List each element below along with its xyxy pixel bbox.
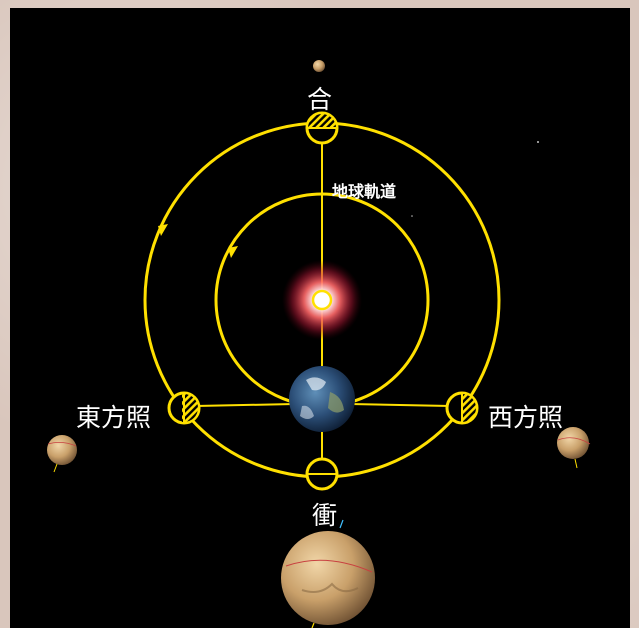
label-opposition: 衝 xyxy=(312,501,338,530)
mars-image-opposition xyxy=(281,519,375,628)
label-conjunction: 合 xyxy=(307,85,333,114)
mars-marker-western-quadrature xyxy=(445,391,479,425)
label-earth-orbit: 地球軌道 xyxy=(332,182,397,201)
mars-image-eastern-quadrature xyxy=(47,435,77,473)
sun-icon xyxy=(282,260,362,340)
line-to-eastern-quadrature xyxy=(195,403,295,407)
earth-orbit-arrow-icon xyxy=(228,246,238,258)
label-eastern-quadrature: 東方照 xyxy=(76,403,152,432)
mars-marker-eastern-quadrature xyxy=(167,391,201,425)
label-western-quadrature: 西方照 xyxy=(488,403,564,432)
mars-orbit-arrow-icon xyxy=(158,224,168,236)
mars-marker-opposition xyxy=(305,457,339,491)
star xyxy=(411,215,413,217)
mars-image-western-quadrature xyxy=(557,427,591,469)
earth-icon xyxy=(289,366,355,432)
orbit-diagram xyxy=(47,60,591,628)
line-to-western-quadrature xyxy=(349,403,451,407)
mars-image-conjunction xyxy=(313,60,325,72)
star xyxy=(537,141,539,143)
mars-marker-conjunction xyxy=(305,111,339,145)
diagram-panel: 合 地球軌道 東方照 西方照 衝 xyxy=(10,8,630,628)
